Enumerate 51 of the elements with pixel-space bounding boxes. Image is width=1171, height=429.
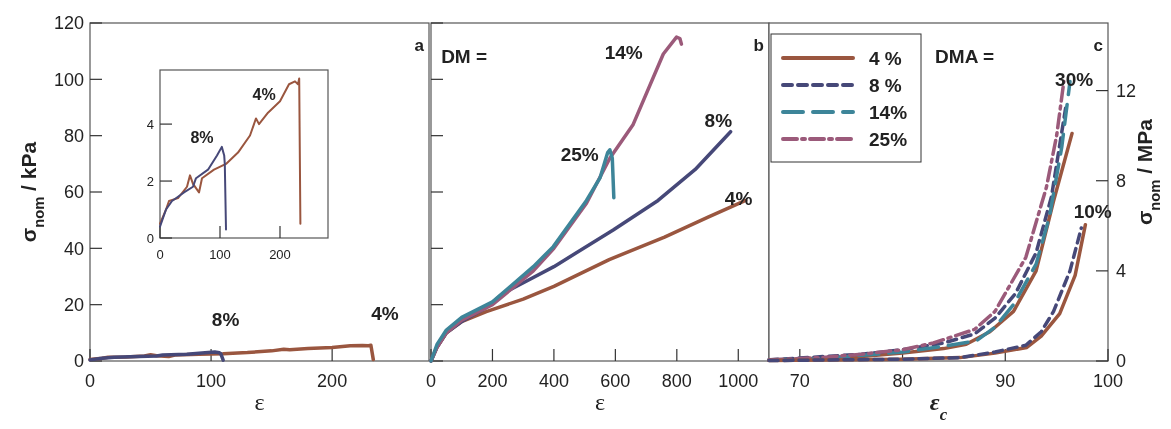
annotation: 30% — [1055, 69, 1094, 91]
y-tick-label: 40 — [63, 238, 84, 259]
annotation: a — [414, 35, 425, 55]
y-tick-label: 4 — [146, 116, 154, 132]
y-tick-label: 0 — [73, 351, 84, 372]
annotation: DM = — [441, 45, 488, 67]
annotation: 4% — [724, 187, 753, 209]
legend-label: 8 % — [869, 75, 902, 96]
annotation: 4% — [371, 302, 399, 324]
legend-label: 4 % — [869, 48, 902, 69]
y-tick-label: 120 — [53, 13, 84, 34]
y2-tick-label: 4 — [1116, 261, 1127, 282]
y-tick-label: 80 — [63, 125, 84, 146]
x-tick-label: 70 — [789, 371, 810, 391]
x-tick-label: 1000 — [718, 371, 759, 391]
y2-tick-label: 12 — [1116, 80, 1137, 101]
y-tick-label: 100 — [53, 69, 84, 90]
x-tick-label: 0 — [425, 371, 437, 391]
annotation: 10% — [1073, 201, 1112, 223]
annotation: 25% — [560, 143, 599, 165]
x-tick-label: 400 — [538, 371, 569, 391]
legend-label: 14% — [869, 102, 908, 123]
annotation: 8% — [211, 309, 240, 331]
x-tick-label: 200 — [477, 371, 508, 391]
y-tick-label: 2 — [146, 173, 154, 189]
annotation: 4% — [252, 85, 276, 103]
x-axis-title: ε — [254, 389, 265, 415]
y-tick-label: 0 — [146, 230, 154, 246]
annotation: DMA = — [935, 45, 995, 67]
y-tick-label: 60 — [63, 182, 84, 203]
y-tick-label: 20 — [63, 294, 84, 315]
x-tick-label: 80 — [892, 371, 913, 391]
x-tick-label: 600 — [600, 371, 631, 391]
x-tick-label: 0 — [156, 247, 164, 262]
annotation: 8% — [704, 110, 733, 132]
annotation: b — [753, 35, 764, 55]
annotation: c — [1093, 35, 1103, 55]
y2-tick-label: 0 — [1116, 351, 1127, 372]
x-tick-label: 800 — [661, 371, 692, 391]
annotation: 8% — [190, 129, 214, 147]
y2-tick-label: 8 — [1116, 171, 1127, 192]
x-tick-label: 100 — [1092, 371, 1124, 391]
x-tick-label: 200 — [269, 247, 291, 262]
legend-label: 25% — [869, 129, 908, 150]
x-tick-label: 90 — [995, 371, 1016, 391]
x-tick-label: 100 — [196, 371, 227, 391]
x-tick-label: 200 — [317, 371, 348, 391]
x-axis-title: ε — [594, 389, 606, 415]
annotation: 14% — [604, 42, 643, 64]
x-axis-title: ε$_{c}$ — [929, 389, 948, 424]
x-tick-label: 100 — [209, 247, 231, 262]
